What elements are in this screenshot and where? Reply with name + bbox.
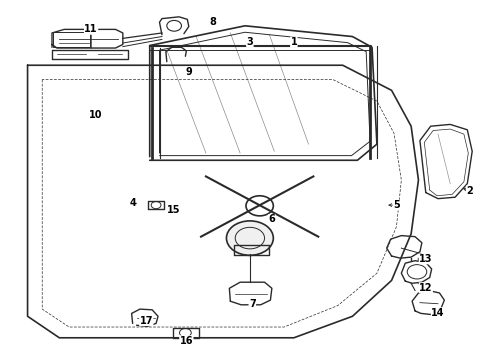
Text: 7: 7 (249, 299, 256, 309)
Text: 12: 12 (419, 283, 433, 293)
Bar (53, 32, 90, 46)
Text: 11: 11 (84, 24, 98, 35)
Text: 5: 5 (393, 200, 400, 210)
Text: 15: 15 (168, 206, 181, 216)
Text: 3: 3 (246, 37, 253, 47)
Text: 4: 4 (129, 198, 136, 208)
Text: 14: 14 (431, 308, 445, 318)
Text: 1: 1 (291, 37, 297, 47)
Text: 10: 10 (89, 111, 103, 121)
Text: 6: 6 (269, 215, 275, 224)
Text: 17: 17 (140, 316, 153, 325)
Text: 9: 9 (185, 67, 192, 77)
Text: 2: 2 (466, 186, 473, 196)
Text: 16: 16 (180, 336, 193, 346)
Text: 13: 13 (419, 254, 433, 264)
Text: 8: 8 (210, 17, 217, 27)
Circle shape (226, 221, 273, 255)
